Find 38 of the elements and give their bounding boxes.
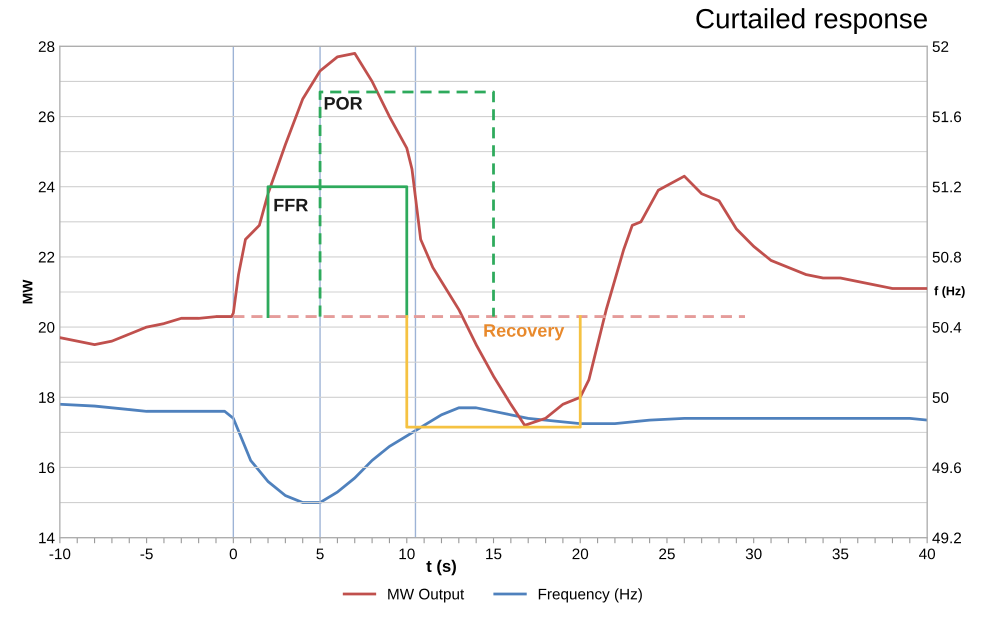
legend-label: MW Output (388, 588, 464, 602)
x-tick-label: 5 (316, 548, 324, 560)
y2-tick-label: 50 (932, 392, 948, 403)
annotation: Recovery (484, 324, 564, 340)
x-tick-label: -10 (50, 548, 70, 560)
y2-axis-title: f (Hz) (934, 286, 965, 298)
chart-title: Curtailed response (696, 8, 927, 34)
x-tick-label: 15 (486, 548, 502, 560)
line-series (60, 402, 928, 504)
y-tick-label: 16 (39, 462, 54, 474)
y-tick-label: 20 (38, 322, 54, 333)
x-tick-label: 0 (230, 548, 237, 560)
x-tick-label: 40 (918, 548, 936, 560)
x-axis-title: t (s) (426, 560, 456, 576)
y2-tick-label: 50.8 (932, 252, 962, 263)
y-tick-label: 14 (39, 532, 55, 544)
legend-label: Frequency (Hz) (538, 588, 642, 602)
y-tick-label: 24 (38, 182, 55, 192)
y2-tick-label: 50.4 (932, 322, 962, 333)
y2-tick-label: 49.2 (932, 532, 961, 544)
annotation: FFR (274, 198, 308, 212)
x-tick-label: -5 (140, 548, 153, 560)
line-series (60, 52, 928, 427)
x-tick-label: 25 (659, 548, 675, 560)
y-tick-label: 26 (38, 111, 54, 122)
x-tick-label: 20 (572, 548, 588, 560)
y2-tick-label: 51.6 (932, 111, 962, 122)
x-tick-label: 10 (399, 548, 415, 560)
y2-tick-label: 52 (932, 41, 948, 52)
annotation: POR (324, 96, 362, 110)
y2-tick-label: 51.2 (932, 182, 961, 192)
x-tick-label: 30 (746, 548, 762, 560)
y-tick-label: 28 (38, 41, 54, 52)
y-tick-label: 18 (39, 392, 54, 403)
y-axis-title: MW (22, 280, 32, 304)
y2-tick-label: 49.6 (932, 462, 962, 474)
x-tick-label: 35 (832, 548, 848, 560)
y-tick-label: 22 (38, 252, 54, 262)
